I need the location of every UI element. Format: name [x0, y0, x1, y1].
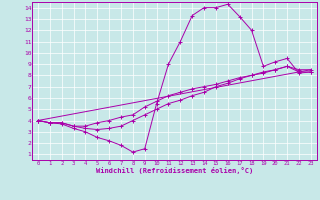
X-axis label: Windchill (Refroidissement éolien,°C): Windchill (Refroidissement éolien,°C) — [96, 167, 253, 174]
